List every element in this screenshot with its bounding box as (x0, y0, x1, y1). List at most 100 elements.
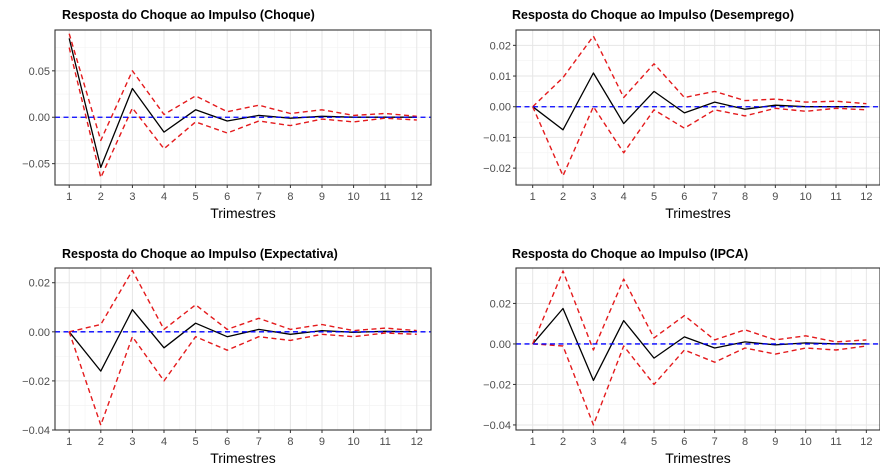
x-tick-label: 3 (129, 191, 135, 203)
x-tick-label: 6 (224, 436, 230, 448)
data-point-upper (194, 304, 196, 306)
x-tick-label: 3 (590, 436, 596, 448)
x-tick-label: 2 (98, 191, 104, 203)
data-point-lower (774, 353, 776, 355)
x-tick-label: 1 (66, 436, 72, 448)
data-point-lower (744, 347, 746, 349)
data-point-irf (744, 341, 746, 343)
x-tick-label: 9 (319, 436, 325, 448)
series-lines (68, 33, 418, 179)
data-point-lower (683, 349, 685, 351)
x-tick-label: 5 (193, 191, 199, 203)
x-tick-label: 6 (681, 436, 687, 448)
data-point-upper (289, 112, 291, 114)
data-point-upper (226, 111, 228, 113)
data-point-irf (163, 131, 165, 133)
data-point-upper (805, 101, 807, 103)
y-tick-label: −0.02 (483, 163, 511, 175)
x-tick-label: 5 (651, 191, 657, 203)
series-line-irf (532, 72, 867, 131)
data-point-upper (163, 113, 165, 115)
data-point-irf (744, 108, 746, 110)
x-tick-label: 12 (411, 436, 423, 448)
data-point-upper (683, 314, 685, 316)
data-point-lower (352, 336, 354, 338)
data-point-irf (100, 370, 102, 372)
data-point-lower (623, 152, 625, 154)
series-line-upper (532, 35, 867, 108)
panel-title: Resposta do Choque ao Impulso (IPCA) (512, 247, 748, 261)
panel-border (515, 267, 880, 431)
x-tick-label: 6 (224, 191, 230, 203)
y-tick-label: 0.00 (490, 102, 511, 114)
series-line-lower (68, 47, 417, 179)
series-line-upper (68, 33, 417, 142)
data-point-irf (194, 322, 196, 324)
data-point-upper (835, 341, 837, 343)
data-point-lower (131, 336, 133, 338)
data-point-lower (258, 120, 260, 122)
data-point-irf (226, 120, 228, 122)
panel-border (54, 267, 432, 431)
data-point-upper (258, 317, 260, 319)
x-tick-label: 8 (287, 436, 293, 448)
y-tick-label: 0.00 (29, 327, 50, 339)
data-point-irf (163, 347, 165, 349)
x-tick-label: 4 (621, 191, 627, 203)
series-line-irf (532, 307, 867, 382)
data-point-lower (416, 119, 418, 121)
gridlines (516, 268, 880, 430)
series-lines (68, 269, 417, 426)
data-point-upper (592, 349, 594, 351)
data-point-lower (384, 117, 386, 119)
panel-border (54, 29, 432, 186)
x-tick-label: 10 (800, 436, 812, 448)
data-point-upper (714, 90, 716, 92)
data-point-lower (194, 121, 196, 123)
x-tick-label: 8 (742, 191, 748, 203)
data-point-lower (289, 339, 291, 341)
x-tick-label: 11 (830, 191, 841, 203)
data-point-upper (321, 323, 323, 325)
x-tick-label: 9 (772, 436, 778, 448)
x-tick-label: 4 (621, 436, 627, 448)
panel-desemprego: Resposta do Choque ao Impulso (Desempreg… (483, 8, 880, 221)
y-tick-label: 0.00 (490, 339, 511, 351)
data-point-lower (835, 107, 837, 109)
data-point-lower (100, 424, 102, 426)
x-tick-label: 5 (651, 436, 657, 448)
series-line-lower (532, 105, 867, 177)
data-point-upper (623, 96, 625, 98)
data-point-lower (226, 132, 228, 134)
data-point-upper (865, 103, 867, 105)
x-tick-label: 1 (530, 436, 536, 448)
x-tick-label: 1 (66, 191, 72, 203)
series-line-irf (68, 38, 417, 169)
data-point-irf (289, 333, 291, 335)
data-point-lower (835, 349, 837, 351)
panel-choque: Resposta do Choque ao Impulso (Choque) −0… (22, 8, 432, 221)
data-point-upper (384, 112, 386, 114)
x-tick-label: 12 (860, 191, 872, 203)
x-tick-label: 5 (193, 436, 199, 448)
data-point-lower (805, 110, 807, 112)
x-tick-label: 10 (347, 436, 359, 448)
data-point-irf (653, 357, 655, 359)
data-point-lower (865, 109, 867, 111)
y-tick-label: 0.02 (29, 278, 50, 290)
data-point-irf (774, 104, 776, 106)
x-axis-label: Trimestres (210, 205, 276, 221)
data-point-lower (714, 109, 716, 111)
x-tick-label: 3 (129, 436, 135, 448)
y-tick-label: 0.05 (29, 66, 50, 78)
data-point-upper (352, 114, 354, 116)
data-point-irf (562, 129, 564, 131)
data-point-lower (163, 148, 165, 150)
x-tick-label: 4 (161, 436, 167, 448)
data-point-lower (163, 380, 165, 382)
data-point-lower (653, 383, 655, 385)
data-point-lower (805, 347, 807, 349)
data-point-upper (744, 99, 746, 101)
x-axis-label: Trimestres (665, 205, 731, 221)
data-point-irf (562, 307, 564, 309)
